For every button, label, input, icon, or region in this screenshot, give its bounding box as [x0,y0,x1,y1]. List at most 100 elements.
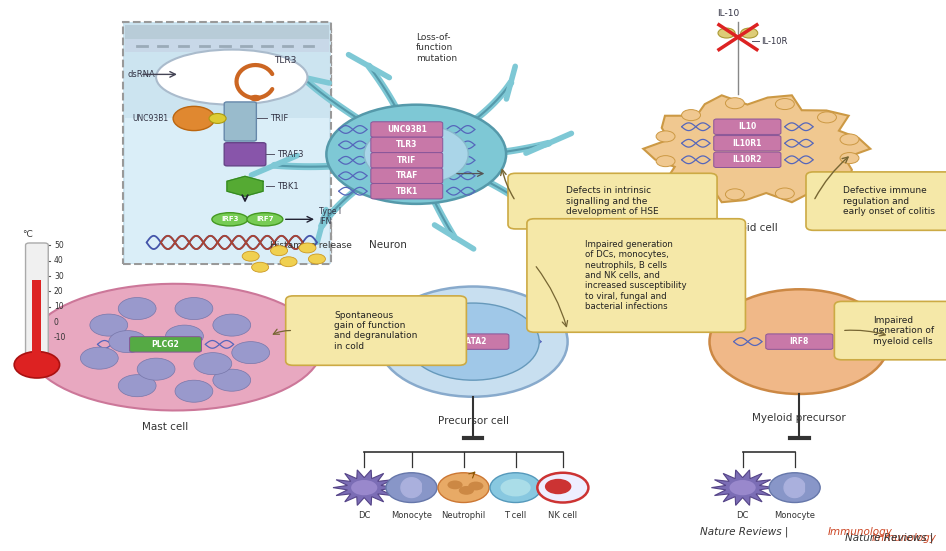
Text: TBK1: TBK1 [277,182,299,191]
FancyBboxPatch shape [765,334,833,349]
Circle shape [271,246,288,256]
FancyBboxPatch shape [125,25,329,39]
Text: IL-10R: IL-10R [762,37,788,46]
Circle shape [407,303,539,380]
Text: TLR3: TLR3 [396,141,417,149]
Text: Histamine release: Histamine release [270,241,352,250]
Text: Myeloid cell: Myeloid cell [716,223,779,233]
Circle shape [438,473,489,503]
Circle shape [537,473,588,503]
Text: T cell: T cell [504,511,527,520]
Circle shape [726,189,745,200]
Circle shape [137,358,175,380]
Circle shape [166,325,203,347]
Text: Monocyte: Monocyte [774,511,815,520]
Text: IL10R2: IL10R2 [732,155,762,164]
Text: IRF7: IRF7 [256,217,273,222]
Ellipse shape [247,213,283,226]
Text: IL10R1: IL10R1 [732,139,762,148]
Text: Type I: Type I [319,207,341,216]
Text: GATA2: GATA2 [460,337,486,346]
Circle shape [209,114,226,123]
Text: Immunology: Immunology [871,533,937,543]
Circle shape [490,473,541,503]
Text: Defective immune
regulation and
early onset of colitis: Defective immune regulation and early on… [843,186,936,216]
Ellipse shape [364,124,468,185]
Circle shape [173,106,215,131]
Text: TRAF3: TRAF3 [277,150,304,159]
Circle shape [213,314,251,336]
FancyBboxPatch shape [714,152,781,168]
FancyBboxPatch shape [123,22,331,264]
Text: Nature Reviews |: Nature Reviews | [700,527,792,537]
Circle shape [378,287,568,397]
Circle shape [817,112,836,123]
Text: 10: 10 [54,302,63,311]
Circle shape [242,251,259,261]
Ellipse shape [156,50,307,105]
Text: Neutrophil: Neutrophil [442,511,485,520]
FancyBboxPatch shape [286,296,466,365]
Text: 0: 0 [54,318,59,327]
Circle shape [280,257,297,267]
Circle shape [459,486,474,495]
Text: Precursor cell: Precursor cell [437,416,509,426]
Ellipse shape [326,105,506,204]
Text: Neuron: Neuron [369,240,407,250]
Circle shape [250,95,261,101]
Ellipse shape [212,213,248,226]
Circle shape [308,254,325,264]
Circle shape [545,479,571,494]
Text: 20: 20 [54,287,63,296]
Text: IRF8: IRF8 [790,337,809,346]
Text: dsRNA: dsRNA [128,70,155,79]
Text: DC: DC [736,511,749,520]
FancyBboxPatch shape [714,119,781,134]
Text: IRF3: IRF3 [221,217,238,222]
Text: UNC93B1: UNC93B1 [387,125,427,134]
Circle shape [351,480,377,495]
Circle shape [840,134,859,145]
FancyBboxPatch shape [371,168,443,183]
Circle shape [468,482,483,490]
FancyBboxPatch shape [806,172,946,230]
FancyBboxPatch shape [834,301,946,360]
Text: DC: DC [358,511,371,520]
FancyBboxPatch shape [527,219,745,332]
Circle shape [769,473,820,503]
FancyBboxPatch shape [508,173,717,229]
Text: PLCG2: PLCG2 [151,340,180,349]
FancyBboxPatch shape [371,183,443,199]
Circle shape [447,480,463,489]
FancyBboxPatch shape [224,143,266,166]
Text: TRAF: TRAF [395,171,418,180]
Text: Spontaneous
gain of function
and degranulation
in cold: Spontaneous gain of function and degranu… [334,311,418,350]
Circle shape [175,298,213,320]
Text: Loss-of-
function
mutation: Loss-of- function mutation [416,33,457,63]
Text: -10: -10 [54,333,66,342]
FancyBboxPatch shape [714,136,781,151]
Polygon shape [711,470,774,505]
Circle shape [817,175,836,186]
Text: 50: 50 [54,241,63,250]
Circle shape [681,110,700,121]
Circle shape [840,153,859,164]
Circle shape [657,155,675,166]
Circle shape [729,480,756,495]
Text: 30: 30 [54,272,63,280]
Text: Immunology: Immunology [828,527,893,537]
Circle shape [232,342,270,364]
Text: IL10: IL10 [738,122,757,131]
Text: TBK1: TBK1 [395,187,418,196]
Circle shape [386,473,437,503]
Circle shape [213,369,251,391]
Text: Monocyte: Monocyte [391,511,432,520]
Text: Impaired
generation of
myeloid cells: Impaired generation of myeloid cells [873,316,934,345]
Polygon shape [333,470,395,505]
FancyBboxPatch shape [130,337,201,352]
Circle shape [657,131,675,142]
Text: IFN: IFN [319,217,331,226]
Circle shape [194,353,232,375]
Polygon shape [227,176,263,196]
Circle shape [118,375,156,397]
